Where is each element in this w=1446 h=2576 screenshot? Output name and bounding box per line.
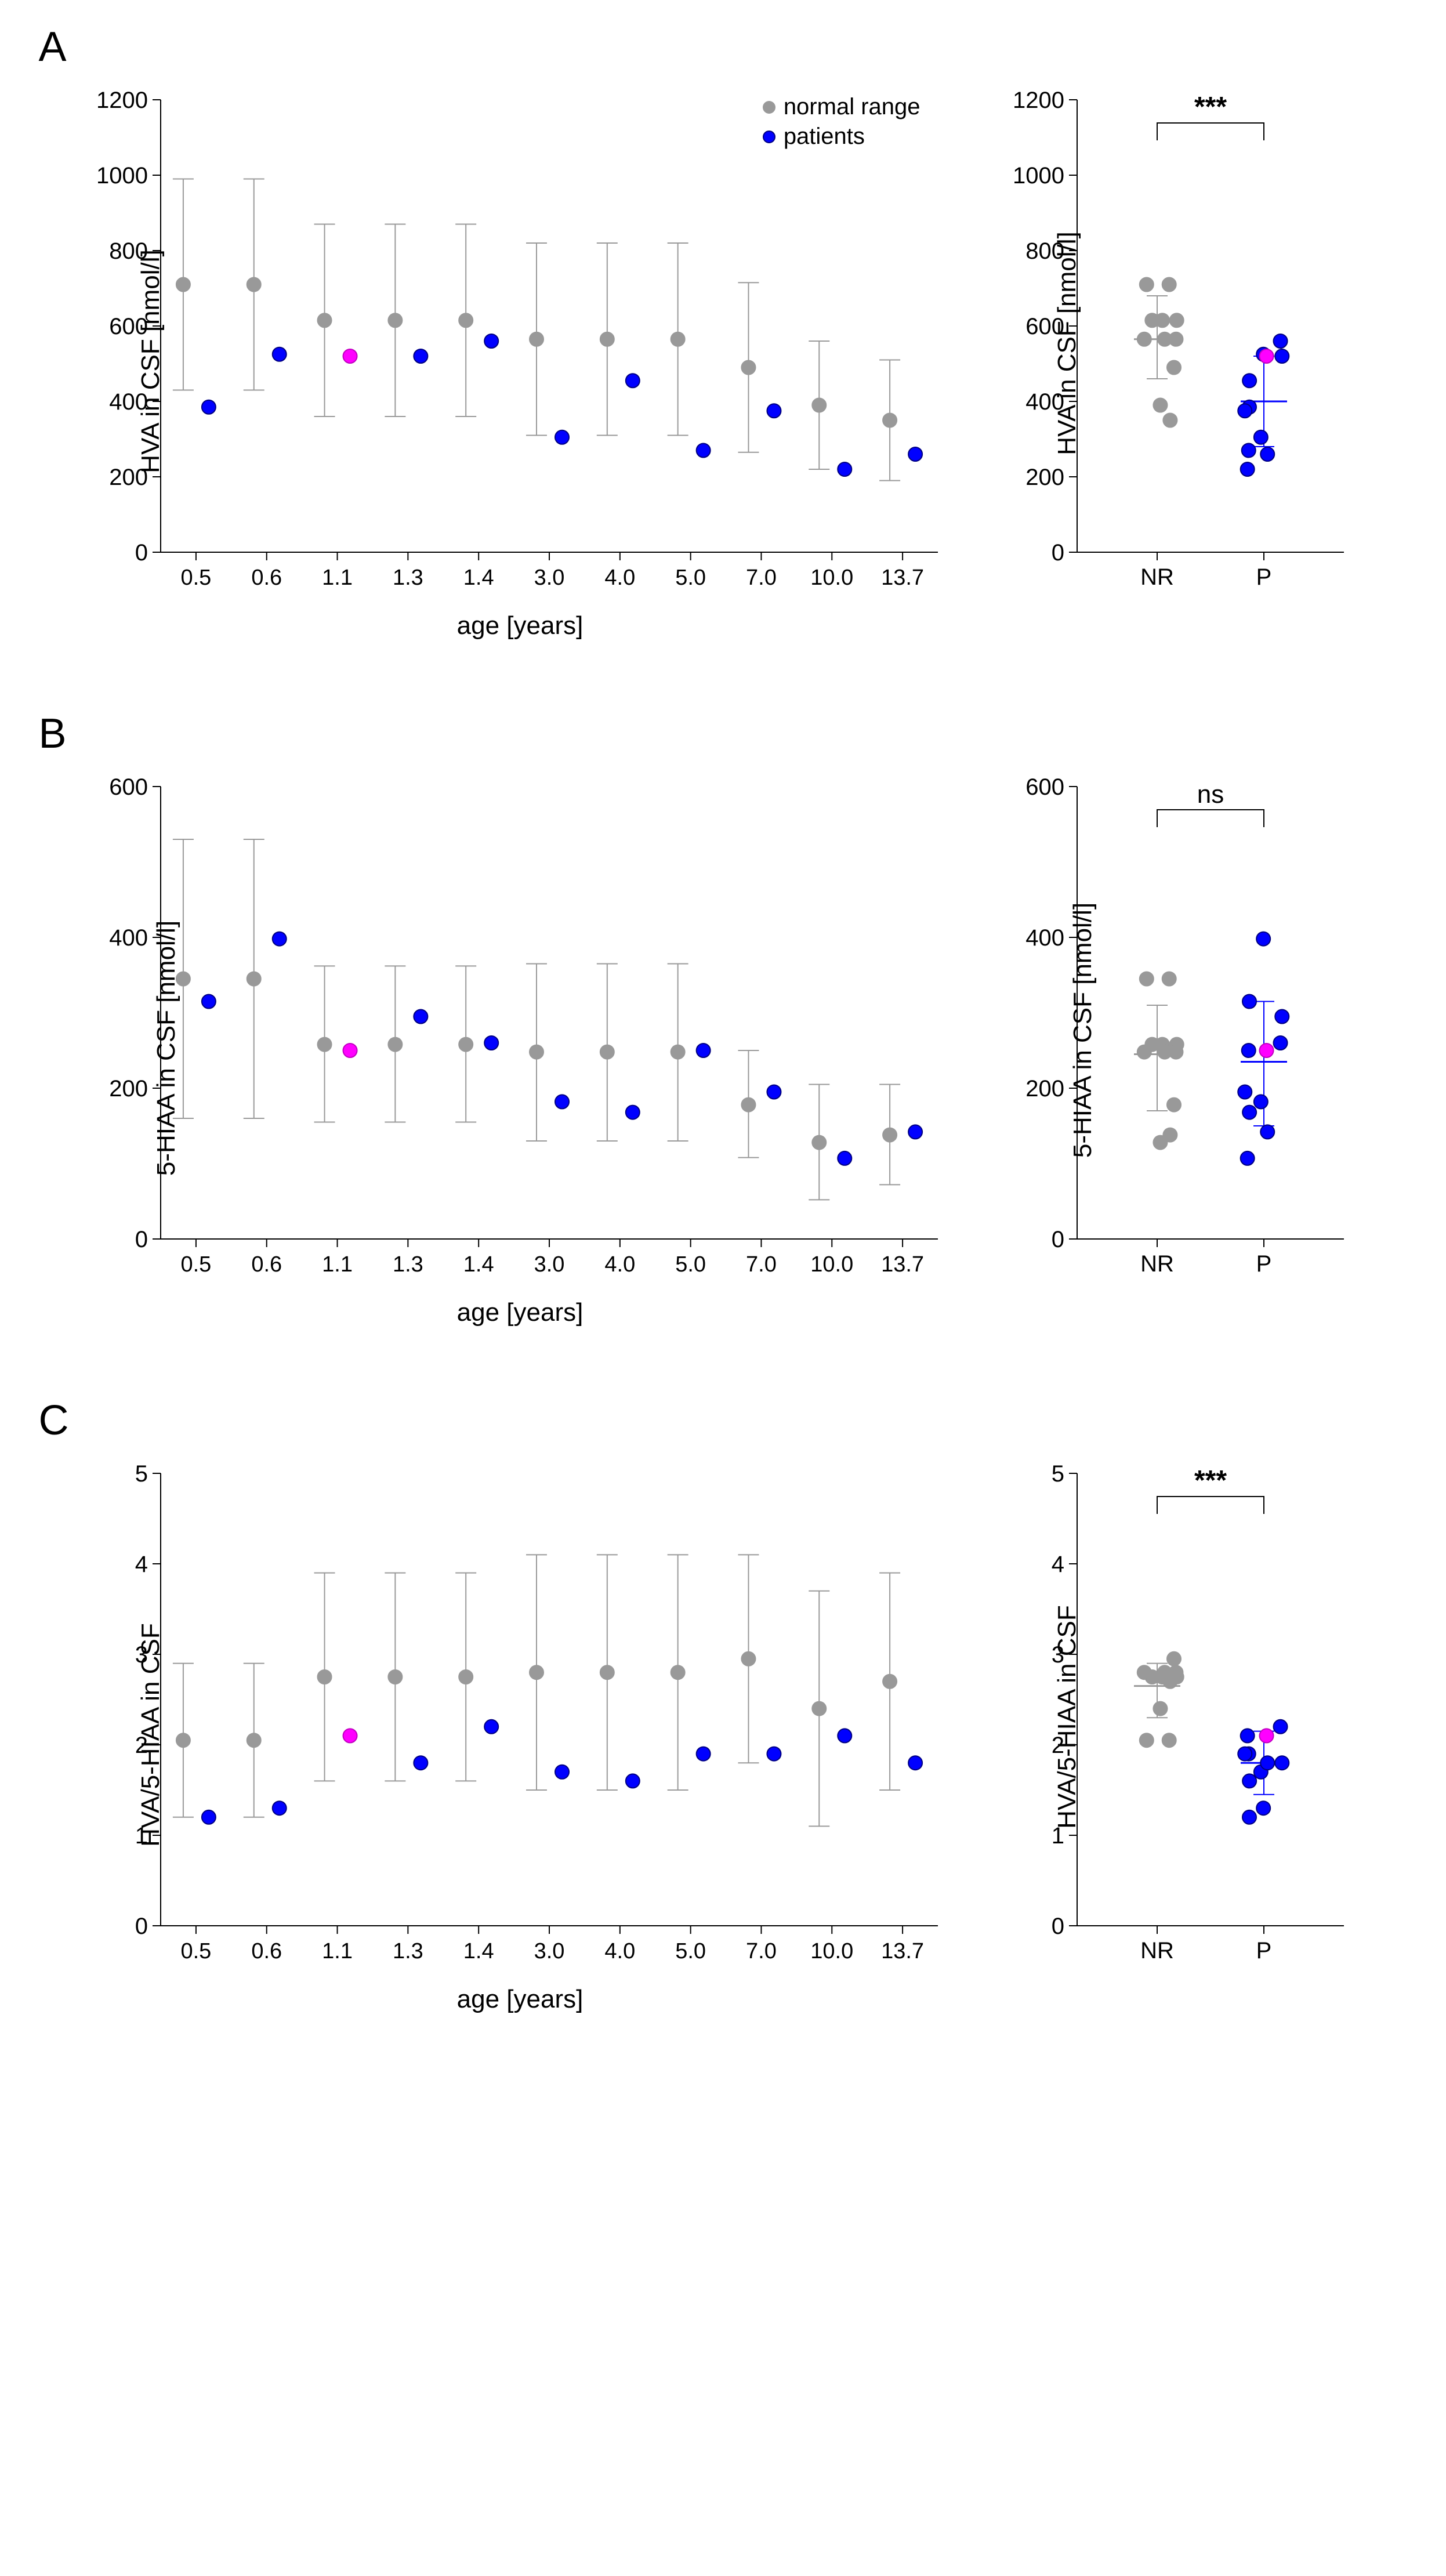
svg-text:P: P bbox=[1256, 564, 1271, 590]
svg-text:1.1: 1.1 bbox=[322, 1939, 353, 1963]
svg-text:400: 400 bbox=[1025, 925, 1064, 951]
y-axis-title: HVA/5-HIAA in CSF bbox=[136, 1623, 165, 1847]
legend: normal range patients bbox=[763, 94, 920, 153]
svg-text:200: 200 bbox=[109, 1076, 148, 1102]
panel-label: B bbox=[39, 710, 1419, 758]
svg-text:7.0: 7.0 bbox=[746, 566, 777, 590]
svg-text:1.3: 1.3 bbox=[392, 566, 423, 590]
svg-text:0.5: 0.5 bbox=[180, 1252, 211, 1277]
svg-text:4.0: 4.0 bbox=[604, 1252, 635, 1277]
svg-text:1.4: 1.4 bbox=[463, 1939, 494, 1963]
svg-text:3.0: 3.0 bbox=[534, 1939, 564, 1963]
comparison-plot: 5-HIAA in CSF [nmol/l] 0 200 400 600 NR Pns bbox=[1002, 769, 1361, 1291]
legend-dot-normal bbox=[763, 101, 775, 114]
svg-text:0.6: 0.6 bbox=[251, 566, 282, 590]
svg-text:4: 4 bbox=[1051, 1552, 1064, 1577]
svg-text:5.0: 5.0 bbox=[675, 566, 706, 590]
y-axis-title: HVA in CSF [nmol/l] bbox=[1052, 231, 1081, 455]
svg-text:1.3: 1.3 bbox=[392, 1939, 423, 1963]
svg-text:P: P bbox=[1256, 1251, 1271, 1277]
y-axis-title: 5-HIAA in CSF [nmol/l] bbox=[1068, 903, 1097, 1158]
y-axis-title: 5-HIAA in CSF [nmol/l] bbox=[152, 921, 181, 1176]
svg-text:13.7: 13.7 bbox=[881, 1939, 924, 1963]
x-axis-title: age [years] bbox=[85, 1985, 955, 2014]
svg-text:1.4: 1.4 bbox=[463, 566, 494, 590]
svg-text:600: 600 bbox=[109, 774, 148, 800]
svg-text:1.1: 1.1 bbox=[322, 1252, 353, 1277]
svg-text:10.0: 10.0 bbox=[810, 1252, 853, 1277]
svg-text:1.4: 1.4 bbox=[463, 1252, 494, 1277]
x-axis-title: age [years] bbox=[85, 611, 955, 640]
scatter-by-age: HVA in CSF [nmol/l]020040060080010001200… bbox=[85, 82, 955, 640]
scatter-by-age: HVA/5-HIAA in CSF0123450.50.61.11.31.43.… bbox=[85, 1456, 955, 2014]
svg-text:1000: 1000 bbox=[1013, 163, 1064, 189]
svg-text:7.0: 7.0 bbox=[746, 1939, 777, 1963]
svg-text:0: 0 bbox=[135, 1227, 147, 1252]
svg-text:5.0: 5.0 bbox=[675, 1252, 706, 1277]
comparison-plot: HVA in CSF [nmol/l]020040060080010001200… bbox=[1002, 82, 1361, 604]
legend-label-normal: normal range bbox=[784, 94, 920, 120]
svg-text:5.0: 5.0 bbox=[675, 1939, 706, 1963]
svg-text:1200: 1200 bbox=[1013, 88, 1064, 113]
svg-text:3.0: 3.0 bbox=[534, 566, 564, 590]
svg-text:10.0: 10.0 bbox=[810, 1939, 853, 1963]
svg-text:0: 0 bbox=[1051, 1227, 1064, 1252]
svg-text:P: P bbox=[1256, 1938, 1271, 1963]
svg-text:ns: ns bbox=[1197, 780, 1223, 809]
svg-text:1200: 1200 bbox=[96, 88, 148, 113]
svg-text:13.7: 13.7 bbox=[881, 1252, 924, 1277]
comparison-plot: HVA/5-HIAA in CSF012345NRP*** bbox=[1002, 1456, 1361, 1978]
y-axis-title: HVA/5-HIAA in CSF bbox=[1052, 1605, 1081, 1829]
x-axis-title: age [years] bbox=[85, 1298, 955, 1327]
svg-text:0: 0 bbox=[135, 540, 147, 566]
legend-dot-patients bbox=[763, 131, 775, 143]
svg-text:4: 4 bbox=[135, 1552, 147, 1577]
svg-text:0.5: 0.5 bbox=[180, 1939, 211, 1963]
panel-C: CHVA/5-HIAA in CSF0123450.50.61.11.31.43… bbox=[27, 1397, 1419, 2014]
svg-text:***: *** bbox=[1194, 92, 1226, 122]
panel-B: B 5-HIAA in CSF [nmol/l] 0 200 400 600 0.5 0.6 1… bbox=[27, 710, 1419, 1327]
panel-A: AHVA in CSF [nmol/l]02004006008001000120… bbox=[27, 23, 1419, 640]
svg-text:10.0: 10.0 bbox=[810, 566, 853, 590]
y-axis-title: HVA in CSF [nmol/l] bbox=[136, 249, 165, 473]
svg-text:4.0: 4.0 bbox=[604, 566, 635, 590]
svg-text:7.0: 7.0 bbox=[746, 1252, 777, 1277]
scatter-by-age: 5-HIAA in CSF [nmol/l] 0 200 400 600 0.5 0.6 1.… bbox=[85, 769, 955, 1327]
panel-label: C bbox=[39, 1397, 1419, 1444]
svg-text:5: 5 bbox=[1051, 1461, 1064, 1487]
svg-text:200: 200 bbox=[1025, 465, 1064, 490]
svg-text:0: 0 bbox=[135, 1914, 147, 1939]
svg-text:3.0: 3.0 bbox=[534, 1252, 564, 1277]
svg-text:200: 200 bbox=[1025, 1076, 1064, 1102]
svg-text:400: 400 bbox=[109, 925, 148, 951]
svg-text:NR: NR bbox=[1140, 564, 1174, 590]
svg-text:0: 0 bbox=[1051, 540, 1064, 566]
svg-text:600: 600 bbox=[1025, 774, 1064, 800]
panel-label: A bbox=[39, 23, 1419, 71]
svg-text:NR: NR bbox=[1140, 1251, 1174, 1277]
svg-text:NR: NR bbox=[1140, 1938, 1174, 1963]
svg-text:0.5: 0.5 bbox=[180, 566, 211, 590]
svg-text:0: 0 bbox=[1051, 1914, 1064, 1939]
svg-text:5: 5 bbox=[135, 1461, 147, 1487]
svg-text:0.6: 0.6 bbox=[251, 1252, 282, 1277]
svg-text:4.0: 4.0 bbox=[604, 1939, 635, 1963]
svg-text:1.1: 1.1 bbox=[322, 566, 353, 590]
svg-text:***: *** bbox=[1194, 1465, 1226, 1496]
legend-label-patients: patients bbox=[784, 124, 865, 150]
svg-text:0.6: 0.6 bbox=[251, 1939, 282, 1963]
svg-text:13.7: 13.7 bbox=[881, 566, 924, 590]
svg-text:1.3: 1.3 bbox=[392, 1252, 423, 1277]
svg-text:1000: 1000 bbox=[96, 163, 148, 189]
